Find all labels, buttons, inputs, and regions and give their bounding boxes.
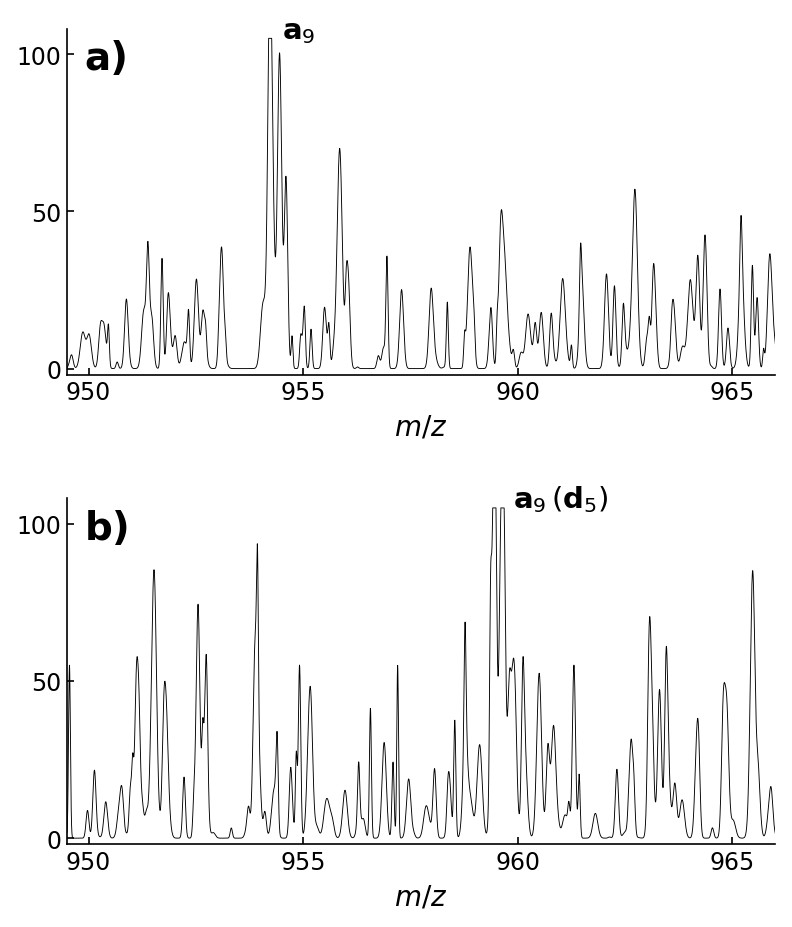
Text: b): b) [85,509,131,547]
X-axis label: $m/z$: $m/z$ [394,413,448,441]
X-axis label: $m/z$: $m/z$ [394,883,448,910]
Text: a): a) [85,40,129,78]
Text: $\mathbf{a}_9\,(\mathbf{d}_5)$: $\mathbf{a}_9\,(\mathbf{d}_5)$ [513,484,608,514]
Text: $\mathbf{a}_9$: $\mathbf{a}_9$ [282,18,315,45]
